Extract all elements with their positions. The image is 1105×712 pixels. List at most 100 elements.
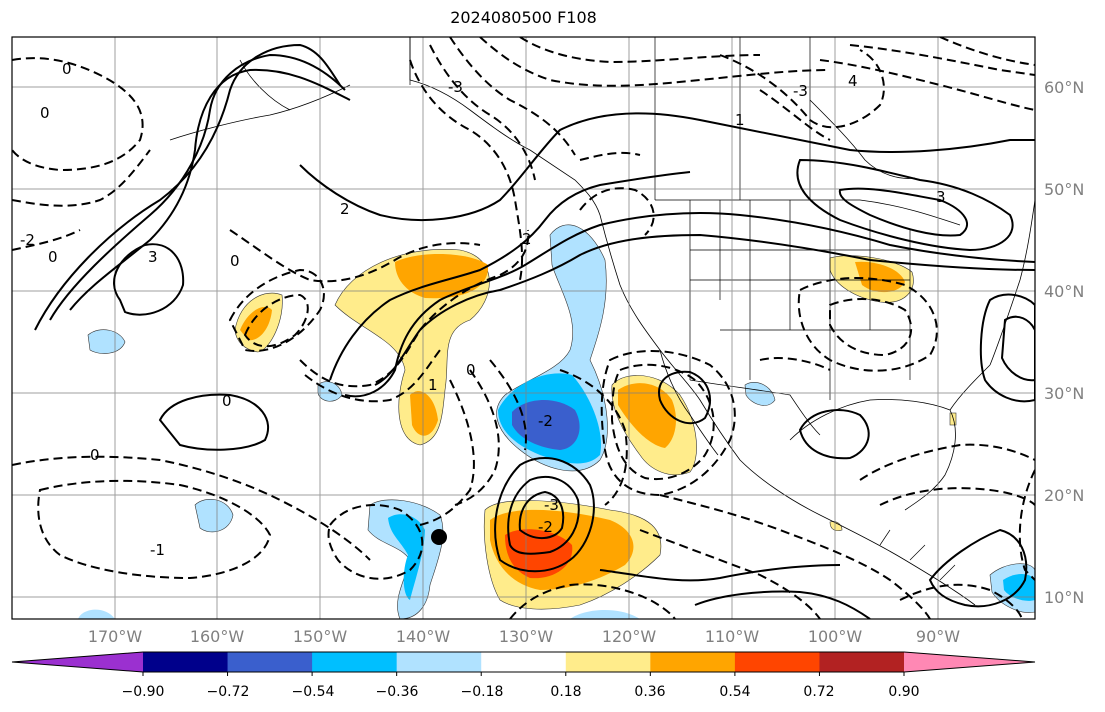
- shade-positive-small-core: [240, 306, 272, 341]
- contour-solid: [658, 370, 711, 425]
- contour-label: 0: [62, 60, 72, 78]
- contour-dashed: [610, 363, 715, 481]
- contour-dashed: [409, 59, 524, 281]
- contour-dashed: [489, 359, 527, 451]
- contour-dashed: [304, 349, 441, 403]
- lon-label: 150°W: [293, 627, 348, 646]
- contour-dashed: [759, 89, 831, 141]
- map-title: 2024080500 F108: [450, 8, 597, 27]
- contour-solid: [1000, 315, 1035, 382]
- lat-label: 40°N: [1044, 282, 1084, 301]
- shade-negative-core: [512, 400, 580, 450]
- contour-dashed: [579, 151, 641, 161]
- state-lines: [689, 200, 911, 400]
- contour-label: 4: [848, 72, 858, 90]
- map-frame: [11, 36, 1036, 620]
- shade-positive-mid: [395, 254, 489, 299]
- lat-label: 30°N: [1044, 384, 1084, 403]
- shade-negative-small-3: [744, 381, 776, 406]
- colorbar-tick-label: 0.36: [634, 684, 665, 700]
- colorbar-tick-label: −0.54: [292, 684, 335, 700]
- colorbar: −0.90 −0.72 −0.54 −0.36 −0.18 0.18 0.36 …: [11, 651, 1036, 700]
- contour-solid: [49, 53, 346, 321]
- lat-label: 20°N: [1044, 486, 1084, 505]
- contour-dashed: [939, 37, 1035, 66]
- colorbar-tick-label: 0.54: [719, 684, 750, 700]
- map-content: 0 0 0 0 0 0 0 -1 1 1 -2 2 2 -2 -2 3 -3 3…: [12, 37, 1035, 619]
- colorbar-segment: [396, 652, 482, 672]
- lon-label: 110°W: [705, 627, 760, 646]
- contour-label: 2: [340, 200, 350, 218]
- lon-label: 160°W: [190, 627, 245, 646]
- contour-label: 0: [40, 104, 50, 122]
- lon-label: 170°W: [88, 627, 143, 646]
- contour-dashed: [559, 369, 628, 506]
- shade-positive-plains-core: [855, 261, 905, 293]
- contour-labels: 0 0 0 0 0 0 0 -1 1 1 -2 2 2 -2 -2 3 -3 3…: [20, 60, 946, 559]
- colorbar-segment: [312, 652, 398, 672]
- colorbar-tick-label: 0.90: [888, 684, 919, 700]
- contour-label: -3: [448, 78, 463, 96]
- colorbar-segment: [565, 652, 651, 672]
- contour-label: 0: [466, 361, 476, 379]
- contour-label: -3: [544, 496, 559, 514]
- central-america-borders: [879, 529, 956, 581]
- contour-label: 3: [148, 248, 158, 266]
- contour-solid: [299, 112, 1035, 221]
- solid-contours: [34, 43, 1035, 619]
- contour-dashed: [600, 350, 736, 497]
- colorbar-segment: [143, 652, 229, 672]
- colorbar-segment: [734, 652, 820, 672]
- north-america-west-coast: [599, 214, 976, 606]
- contour-solid: [374, 233, 1035, 386]
- bering-coast: [239, 59, 291, 111]
- contour-dashed: [639, 529, 821, 619]
- contour-solid: [158, 393, 270, 451]
- contour-solid: [518, 490, 565, 539]
- lat-label: 10°N: [1044, 588, 1084, 607]
- contour-dashed: [1018, 469, 1035, 581]
- colorbar-tick-label: −0.36: [376, 684, 419, 700]
- contour-label: 0: [222, 392, 232, 410]
- shade-negative-caribbean-core: [1003, 574, 1035, 601]
- lat-label: 60°N: [1044, 78, 1084, 97]
- contour-dashed: [519, 37, 761, 64]
- lon-label: 100°W: [808, 627, 863, 646]
- contour-dashed: [849, 44, 1035, 76]
- gulf-coast: [789, 399, 956, 511]
- contour-dashed: [229, 229, 481, 283]
- colorbar-tick-label: −0.18: [461, 684, 504, 700]
- contour-solid: [694, 590, 871, 619]
- shade-negative-bottom: [78, 609, 115, 619]
- contour-dashed: [859, 443, 1035, 481]
- lon-label: 140°W: [396, 627, 451, 646]
- contour-dashed: [12, 149, 151, 207]
- contour-dashed: [454, 369, 500, 506]
- contour-label: 3: [936, 188, 946, 206]
- contour-solid: [979, 293, 1035, 403]
- contour-label: -3: [793, 82, 808, 100]
- alaska-coast: [409, 37, 601, 216]
- colorbar-tick-label: 0.18: [550, 684, 581, 700]
- contour-dashed: [243, 293, 309, 348]
- contour-solid: [599, 564, 841, 582]
- contour-dashed: [509, 583, 676, 619]
- contour-label: 0: [230, 252, 240, 270]
- latitude-axis: 60°N 50°N 40°N 30°N 20°N 10°N: [1044, 78, 1084, 607]
- lon-label: 90°W: [916, 627, 960, 646]
- contour-dashed: [37, 479, 272, 580]
- colorbar-tick-label: −0.72: [207, 684, 250, 700]
- contour-label: -2: [538, 412, 553, 430]
- contour-dashed: [12, 229, 81, 251]
- lon-label: 120°W: [602, 627, 657, 646]
- shade-negative-west-pacific: [87, 329, 126, 354]
- contour-dashed: [719, 49, 885, 129]
- shade-positive-mid2: [410, 391, 438, 436]
- shade-positive-light: [334, 249, 490, 446]
- colorbar-ticks: [142, 672, 905, 676]
- hudson-bay: [809, 99, 916, 179]
- contour-dashed: [327, 504, 424, 580]
- contour-dashed: [228, 268, 325, 352]
- contour-solid: [329, 171, 691, 381]
- contour-solid: [507, 475, 580, 555]
